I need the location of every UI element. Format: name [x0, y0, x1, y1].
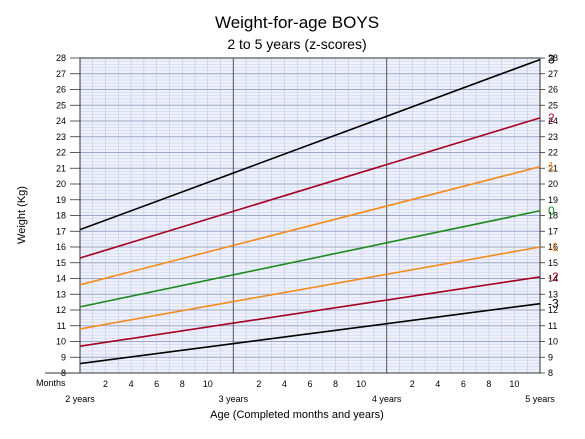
x-month-tick-label: 2 — [256, 379, 261, 389]
y-tick-label-left: 11 — [57, 321, 66, 331]
y-tick-label-left: 10 — [56, 337, 66, 347]
y-tick-label-right: 9 — [548, 352, 553, 362]
x-month-tick-label: 6 — [307, 379, 312, 389]
y-tick-label-right: 13 — [548, 289, 558, 299]
z-score-label: 1 — [548, 160, 555, 174]
x-month-tick-label: 2 — [103, 379, 108, 389]
x-month-tick-label: 8 — [180, 379, 185, 389]
x-month-tick-label: 8 — [486, 379, 491, 389]
x-month-tick-label: 4 — [129, 379, 134, 389]
y-tick-label-right: 23 — [548, 132, 558, 142]
y-tick-label-right: 10 — [548, 337, 558, 347]
z-score-label: -1 — [548, 240, 559, 254]
y-tick-label-left: 16 — [56, 242, 66, 252]
z-score-line — [79, 209, 541, 308]
y-tick-label-left: 21 — [56, 163, 66, 173]
y-tick-label-right: 11 — [548, 321, 557, 331]
y-tick-label-right: 21 — [548, 163, 558, 173]
x-axis-label: Age (Completed months and years) — [210, 409, 384, 421]
y-tick-label-right: 20 — [548, 179, 558, 189]
y-tick-label-right: 22 — [548, 148, 558, 158]
y-tick-label-left: 24 — [56, 116, 66, 126]
x-year-tick-label: 4 years — [372, 394, 402, 404]
z-score-line — [79, 117, 541, 259]
y-tick-label-right: 12 — [548, 305, 558, 315]
y-tick-label-right: 24 — [548, 116, 558, 126]
x-year-tick-label: 2 years — [65, 394, 95, 404]
x-month-tick-label: 2 — [410, 379, 415, 389]
x-month-tick-label: 4 — [435, 379, 440, 389]
z-score-line — [79, 276, 541, 348]
y-tick-label-right: 16 — [548, 242, 558, 252]
y-tick-label-right: 8 — [548, 368, 553, 378]
y-tick-label-right: 18 — [548, 211, 558, 221]
y-tick-label-left: 17 — [56, 226, 66, 236]
x-unit-prefix: Months — [36, 378, 66, 388]
y-tick-label-right: 14 — [548, 274, 558, 284]
series-lines — [79, 58, 541, 365]
x-month-tick-label: 6 — [461, 379, 466, 389]
y-tick-label-right: 27 — [548, 69, 558, 79]
x-month-tick-label: 8 — [333, 379, 338, 389]
y-tick-label-left: 14 — [56, 274, 66, 284]
z-score-label: 2 — [548, 111, 555, 125]
x-year-tick-label: 3 years — [219, 394, 249, 404]
x-month-tick-label: 6 — [154, 379, 159, 389]
y-tick-label-left: 18 — [56, 211, 66, 221]
y-tick-label-right: 19 — [548, 195, 558, 205]
y-tick-label-left: 13 — [56, 289, 66, 299]
z-score-label: 3 — [548, 53, 555, 67]
y-tick-label-right: 17 — [548, 226, 558, 236]
y-tick-label-left: 12 — [56, 305, 66, 315]
x-month-tick-label: 10 — [509, 379, 519, 389]
x-month-tick-label: 4 — [282, 379, 287, 389]
chart-title: Weight-for-age BOYS — [215, 13, 379, 32]
z-score-label: -3 — [548, 297, 559, 311]
y-tick-label-right: 26 — [548, 85, 558, 95]
y-tick-label-left: 25 — [56, 100, 66, 110]
y-tick-label-left: 26 — [56, 85, 66, 95]
z-score-line — [79, 58, 541, 231]
y-axis-label: Weight (Kg) — [16, 186, 28, 244]
y-tick-label-left: 23 — [56, 132, 66, 142]
x-month-tick-label: 10 — [356, 379, 366, 389]
y-tick-label-left: 8 — [61, 368, 66, 378]
axes — [45, 57, 545, 374]
y-tick-label-left: 20 — [56, 179, 66, 189]
y-tick-label-left: 19 — [56, 195, 66, 205]
y-tick-label-left: 15 — [56, 258, 66, 268]
y-tick-label-left: 9 — [61, 352, 66, 362]
z-score-label: -2 — [548, 270, 559, 284]
x-year-tick-label: 5 years — [525, 394, 555, 404]
z-score-line — [79, 165, 541, 286]
y-tick-label-left: 22 — [56, 148, 66, 158]
y-tick-label-right: 28 — [548, 53, 558, 63]
y-tick-label-right: 15 — [548, 258, 558, 268]
grid — [79, 57, 541, 374]
y-tick-label-left: 28 — [56, 53, 66, 63]
z-score-line — [79, 302, 541, 365]
z-score-label: 0 — [548, 204, 555, 218]
x-month-tick-label: 10 — [203, 379, 213, 389]
z-score-line — [79, 246, 541, 330]
chart-subtitle: 2 to 5 years (z-scores) — [227, 36, 366, 52]
y-tick-label-right: 25 — [548, 100, 558, 110]
y-tick-label-left: 27 — [56, 69, 66, 79]
